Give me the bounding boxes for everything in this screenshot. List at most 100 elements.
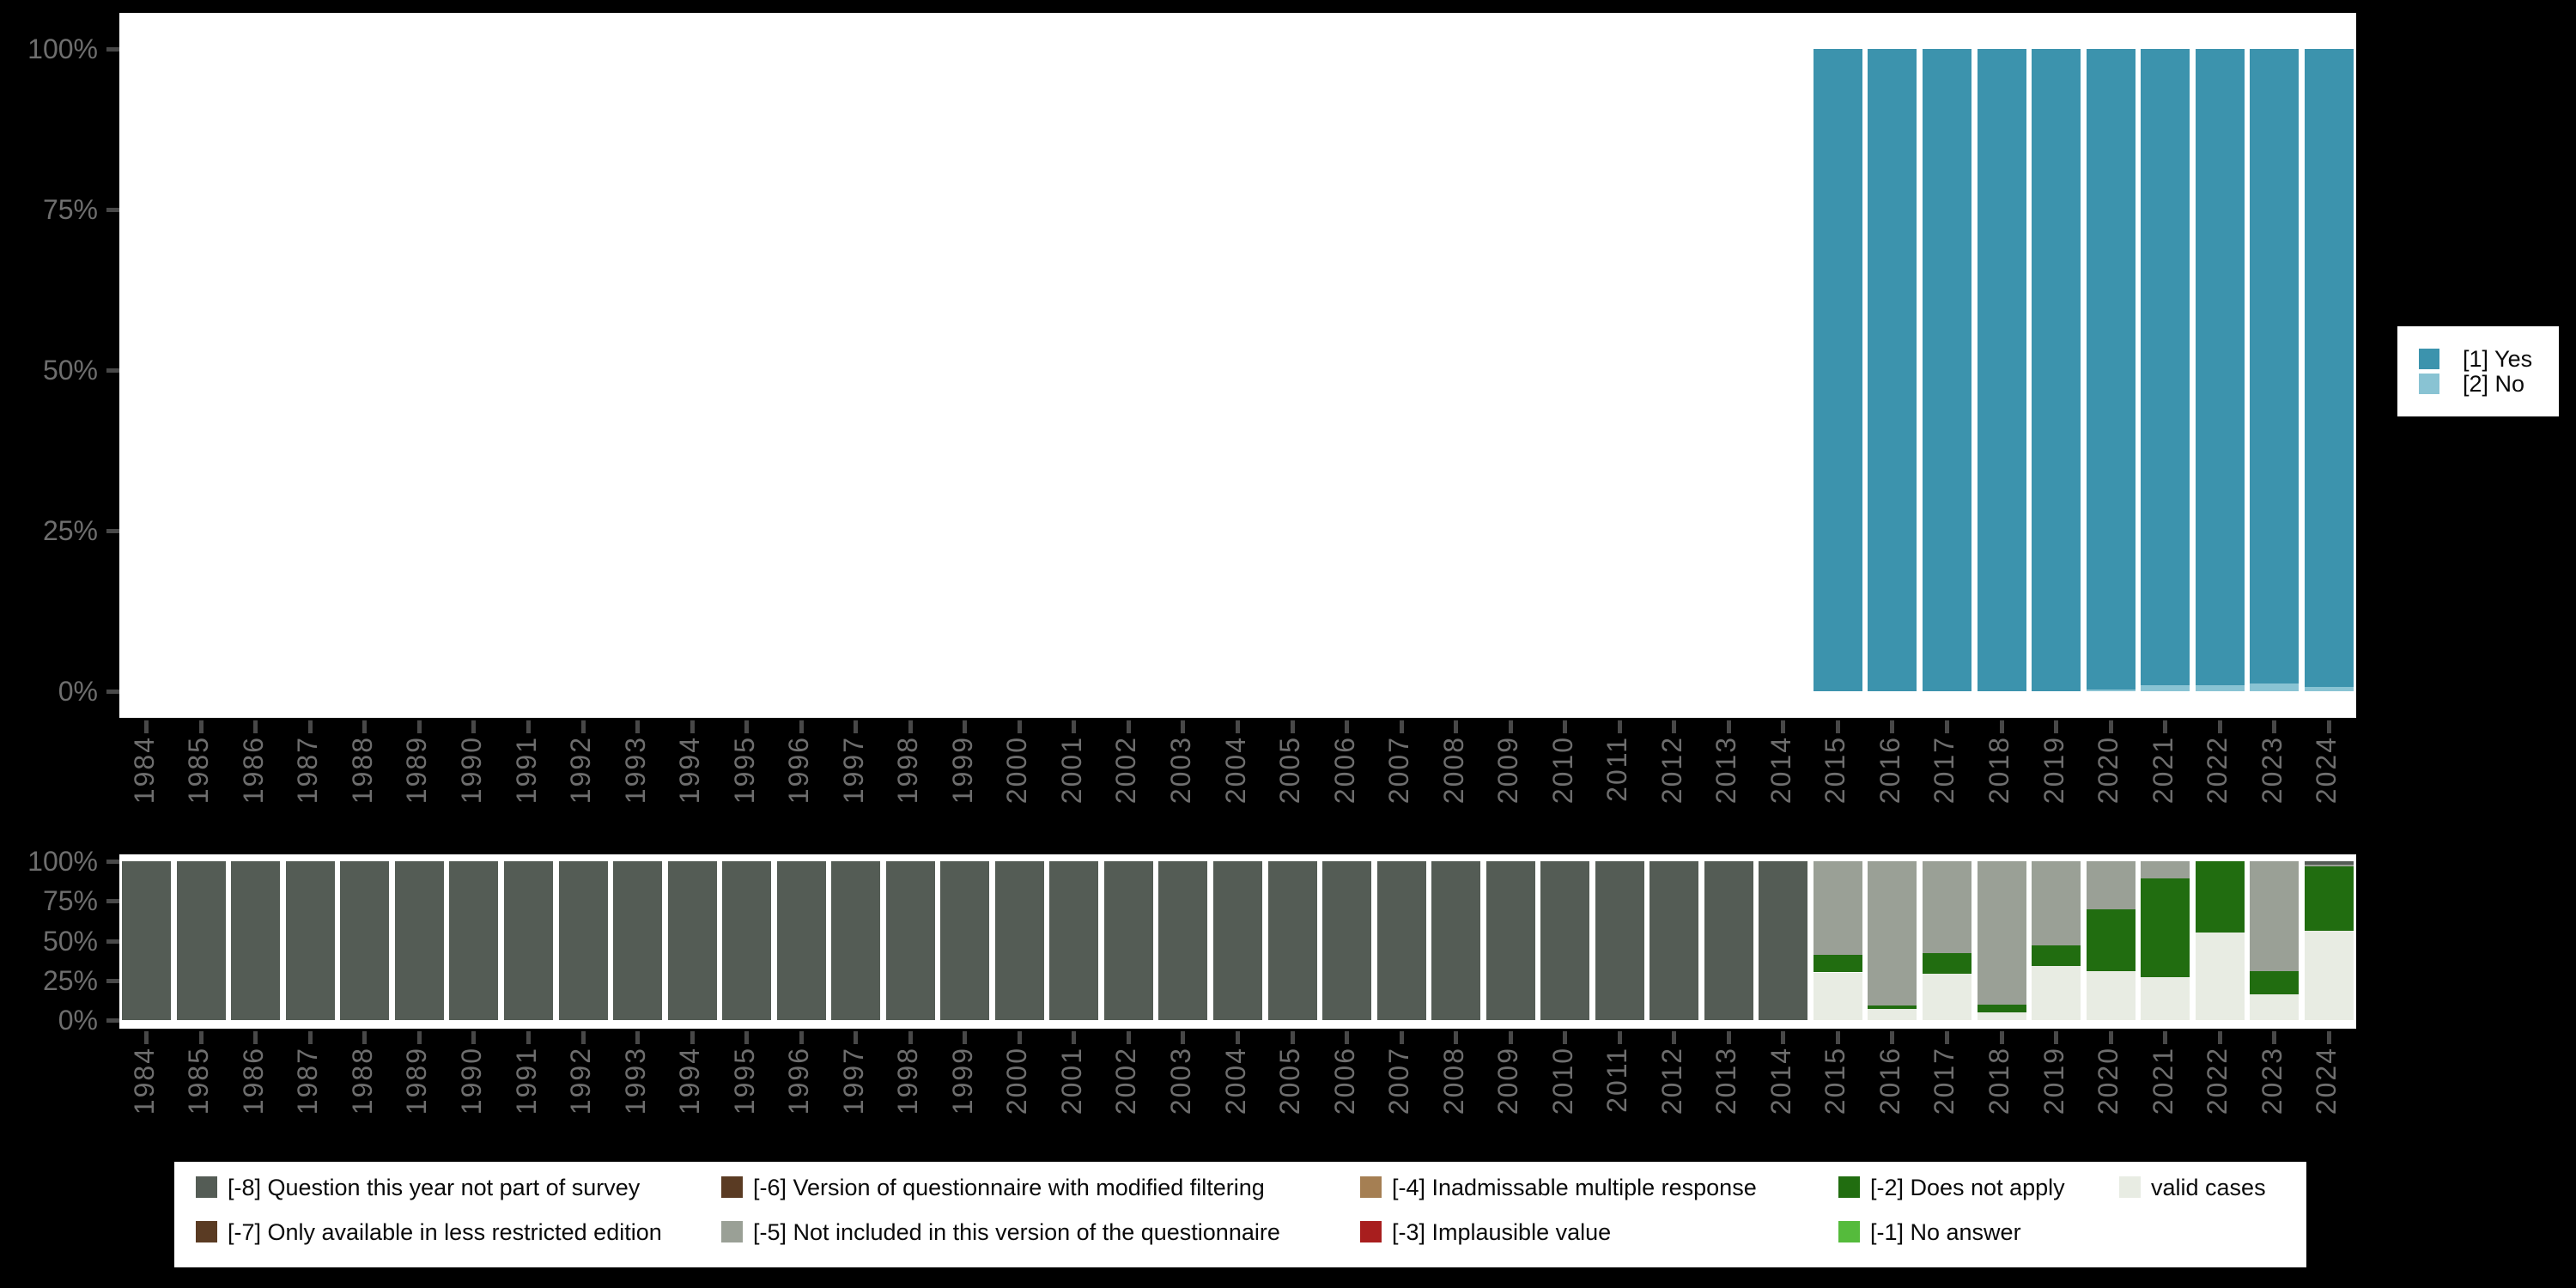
y-axis-label: 25% bbox=[42, 515, 98, 546]
x-axis-year-label: 1996 bbox=[783, 1047, 815, 1115]
bar-segment bbox=[1813, 955, 1862, 973]
bar-segment bbox=[667, 861, 717, 1020]
x-axis-tick bbox=[1236, 1031, 1240, 1044]
x-axis-tick bbox=[1290, 720, 1295, 733]
legend-swatch bbox=[2419, 374, 2439, 394]
legend-label: [-5] Not included in this version of the… bbox=[753, 1219, 1280, 1245]
y-axis-tick bbox=[106, 208, 119, 212]
y-axis-tick bbox=[106, 529, 119, 533]
x-axis-tick bbox=[2054, 1031, 2059, 1044]
x-axis-tick bbox=[1672, 1031, 1677, 1044]
bar-segment bbox=[2141, 684, 2190, 691]
x-axis-tick bbox=[1399, 1031, 1404, 1044]
x-axis-year-label: 1988 bbox=[346, 736, 378, 805]
x-axis-year-label: 2011 bbox=[1601, 1047, 1633, 1113]
x-axis-tick bbox=[1781, 720, 1786, 733]
x-axis-year-label: 2023 bbox=[2256, 1047, 2287, 1115]
bar-segment bbox=[1977, 1012, 2026, 1020]
x-axis-year-label: 2019 bbox=[2038, 736, 2069, 805]
x-axis-year-label: 2013 bbox=[1710, 1047, 1742, 1115]
bar-segment bbox=[1868, 861, 1917, 1006]
x-axis-year-label: 2024 bbox=[2311, 736, 2342, 805]
x-axis-year-label: 2000 bbox=[1001, 1047, 1033, 1115]
y-axis-label: 100% bbox=[27, 33, 98, 64]
x-axis-tick bbox=[1672, 720, 1677, 733]
bar-segment bbox=[2304, 686, 2354, 691]
x-axis-tick bbox=[1999, 720, 2004, 733]
bar-segment bbox=[2250, 994, 2300, 1020]
x-axis-year-label: 2020 bbox=[2093, 736, 2124, 805]
x-axis-tick bbox=[1508, 720, 1513, 733]
x-axis-tick bbox=[362, 720, 368, 733]
x-axis-year-label: 1986 bbox=[237, 736, 269, 805]
x-axis-tick bbox=[2272, 1031, 2277, 1044]
x-axis-tick bbox=[1835, 720, 1840, 733]
x-axis-year-label: 2017 bbox=[1929, 736, 1960, 805]
bar-segment bbox=[340, 861, 390, 1020]
x-axis-tick bbox=[416, 1031, 422, 1044]
x-axis-year-label: 2021 bbox=[2147, 736, 2178, 805]
bar-segment bbox=[1704, 861, 1753, 1020]
x-axis-year-label: 1988 bbox=[346, 1047, 378, 1115]
bar-segment bbox=[1376, 861, 1426, 1020]
x-axis-year-label: 1987 bbox=[292, 1047, 324, 1115]
bar-segment bbox=[285, 861, 335, 1020]
x-axis-tick bbox=[416, 720, 422, 733]
x-axis-year-label: 1984 bbox=[128, 736, 160, 805]
x-axis-tick bbox=[1454, 1031, 1459, 1044]
y-axis-label: 75% bbox=[42, 194, 98, 225]
bar-segment bbox=[2141, 49, 2190, 685]
x-axis-year-label: 2003 bbox=[1164, 736, 1196, 805]
bar-segment bbox=[776, 861, 826, 1020]
missing-values-legend-box: [-8] Question this year not part of surv… bbox=[174, 1162, 2306, 1267]
x-axis-tick bbox=[1126, 720, 1131, 733]
response-legend-box: [1] Yes [2] No bbox=[2397, 326, 2559, 416]
bar-segment bbox=[1813, 972, 1862, 1020]
legend-label: [1] Yes bbox=[2463, 346, 2533, 372]
bar-segment bbox=[2086, 49, 2136, 690]
y-axis-tick bbox=[106, 978, 119, 983]
x-axis-year-label: 2015 bbox=[1820, 736, 1851, 805]
bar-segment bbox=[449, 861, 499, 1020]
x-axis-tick bbox=[799, 720, 804, 733]
x-axis-tick bbox=[854, 720, 859, 733]
bar-segment bbox=[176, 861, 226, 1020]
bar-segment bbox=[2086, 908, 2136, 971]
x-axis-tick bbox=[1781, 1031, 1786, 1044]
bar-segment bbox=[2141, 861, 2190, 879]
x-axis-year-label: 2013 bbox=[1710, 736, 1742, 805]
x-axis-year-label: 1995 bbox=[728, 736, 760, 805]
x-axis-year-label: 1991 bbox=[510, 1047, 542, 1115]
y-axis-tick bbox=[106, 939, 119, 944]
x-axis-tick bbox=[362, 1031, 368, 1044]
x-axis-tick bbox=[2217, 1031, 2222, 1044]
x-axis-year-label: 1999 bbox=[946, 736, 978, 805]
bar-segment bbox=[2032, 945, 2081, 967]
x-axis-tick bbox=[2108, 720, 2113, 733]
x-axis-tick bbox=[744, 720, 750, 733]
x-axis-tick bbox=[690, 720, 695, 733]
x-axis-year-label: 1994 bbox=[674, 736, 706, 805]
legend-swatch bbox=[1838, 1176, 1860, 1198]
x-axis-year-label: 1989 bbox=[401, 736, 433, 805]
legend-swatch bbox=[196, 1176, 217, 1198]
bar-segment bbox=[722, 861, 772, 1020]
x-axis-year-label: 2003 bbox=[1164, 1047, 1196, 1115]
bar-segment bbox=[1977, 861, 2026, 1005]
x-axis-year-label: 1990 bbox=[455, 1047, 487, 1115]
x-axis-year-label: 2006 bbox=[1328, 736, 1360, 805]
x-axis-year-label: 1993 bbox=[619, 736, 651, 805]
x-axis-year-label: 2016 bbox=[1874, 1047, 1905, 1115]
bar-segment bbox=[2032, 861, 2081, 946]
bar-segment bbox=[1431, 861, 1481, 1020]
x-axis-year-label: 2011 bbox=[1601, 736, 1633, 802]
x-axis-year-label: 2002 bbox=[1110, 736, 1142, 805]
x-axis-tick bbox=[1508, 1031, 1513, 1044]
x-axis-year-label: 2015 bbox=[1820, 1047, 1851, 1115]
x-axis-year-label: 1985 bbox=[183, 736, 215, 805]
x-axis-year-label: 2022 bbox=[2202, 1047, 2233, 1115]
x-axis-tick bbox=[144, 720, 149, 733]
y-axis-tick bbox=[106, 368, 119, 373]
x-axis-tick bbox=[1126, 1031, 1131, 1044]
x-axis-year-label: 1992 bbox=[565, 736, 597, 805]
